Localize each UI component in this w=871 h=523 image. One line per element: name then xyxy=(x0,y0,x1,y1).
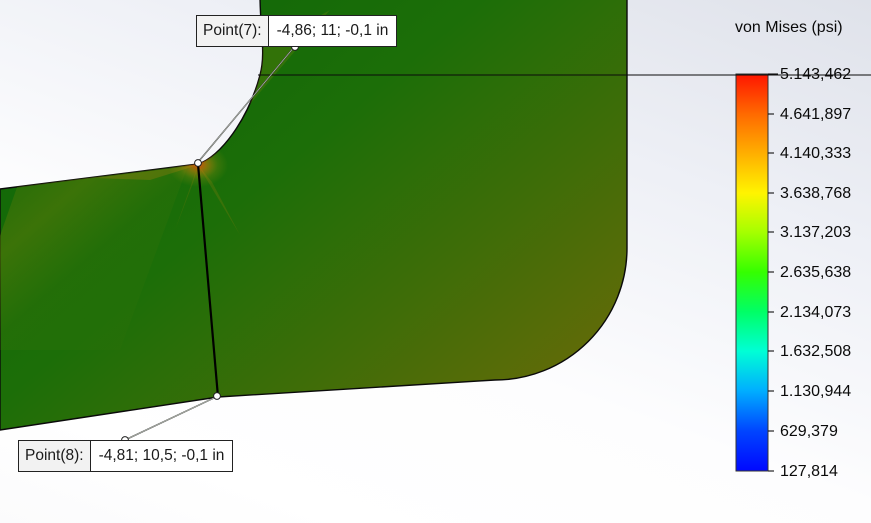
svg-text:2.134,073: 2.134,073 xyxy=(780,304,851,321)
svg-text:3.638,768: 3.638,768 xyxy=(780,185,851,202)
svg-text:4.641,897: 4.641,897 xyxy=(780,106,851,123)
svg-text:5.143,462: 5.143,462 xyxy=(780,66,851,83)
svg-text:3.137,203: 3.137,203 xyxy=(780,224,851,241)
svg-text:127,814: 127,814 xyxy=(780,463,838,480)
svg-text:629,379: 629,379 xyxy=(780,423,838,440)
svg-text:1.130,944: 1.130,944 xyxy=(780,383,851,400)
svg-text:2.635,638: 2.635,638 xyxy=(780,264,851,281)
svg-text:von Mises (psi): von Mises (psi) xyxy=(735,19,843,36)
svg-text:1.632,508: 1.632,508 xyxy=(780,343,851,360)
svg-text:4.140,333: 4.140,333 xyxy=(780,145,851,162)
